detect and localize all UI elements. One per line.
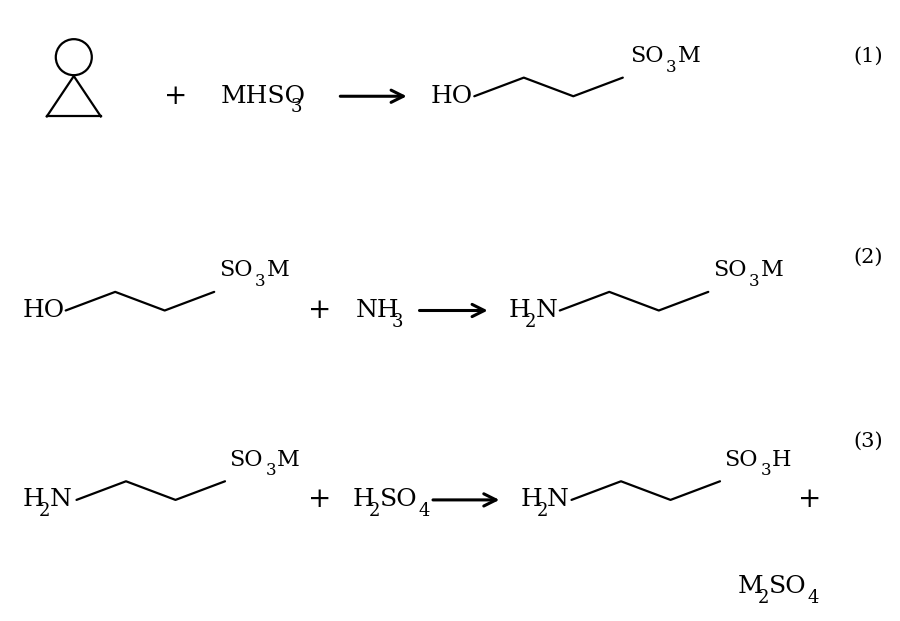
- Text: H: H: [353, 488, 374, 512]
- Text: 3: 3: [666, 58, 677, 76]
- Text: SO: SO: [380, 488, 418, 512]
- Text: 4: 4: [418, 502, 430, 520]
- Text: N: N: [50, 488, 71, 512]
- Text: 3: 3: [392, 313, 403, 330]
- Text: M: M: [277, 448, 300, 471]
- Text: M: M: [738, 575, 763, 599]
- Text: 3: 3: [291, 99, 302, 116]
- Text: NH: NH: [356, 299, 399, 322]
- Text: M: M: [678, 45, 700, 67]
- Text: SO: SO: [230, 448, 263, 471]
- Text: SO: SO: [769, 575, 806, 599]
- Text: +: +: [164, 83, 187, 110]
- Text: N: N: [547, 488, 569, 512]
- Text: 2: 2: [758, 589, 770, 607]
- Text: +: +: [308, 486, 331, 514]
- Text: SO: SO: [713, 259, 746, 281]
- Text: +: +: [308, 297, 331, 324]
- Text: H: H: [508, 299, 530, 322]
- Text: M: M: [760, 259, 783, 281]
- Text: HO: HO: [430, 84, 472, 108]
- Text: (1): (1): [854, 47, 883, 65]
- Text: H: H: [520, 488, 542, 512]
- Text: 2: 2: [536, 502, 548, 520]
- Text: 3: 3: [266, 462, 276, 479]
- Text: SO: SO: [219, 259, 252, 281]
- Text: SO: SO: [724, 448, 758, 471]
- Text: (3): (3): [854, 432, 883, 450]
- Text: 2: 2: [525, 313, 536, 330]
- Text: N: N: [536, 299, 557, 322]
- Text: 3: 3: [760, 462, 771, 479]
- Text: MHSO: MHSO: [220, 84, 305, 108]
- Text: M: M: [266, 259, 289, 281]
- Text: SO: SO: [630, 45, 663, 67]
- Text: HO: HO: [22, 299, 65, 322]
- Text: 3: 3: [749, 273, 760, 290]
- Text: H: H: [22, 488, 44, 512]
- Text: 2: 2: [39, 502, 50, 520]
- Text: 4: 4: [807, 589, 819, 607]
- Text: (2): (2): [854, 248, 883, 267]
- Text: 2: 2: [369, 502, 381, 520]
- Text: 3: 3: [255, 273, 266, 290]
- Text: H: H: [772, 448, 792, 471]
- Text: +: +: [798, 486, 822, 514]
